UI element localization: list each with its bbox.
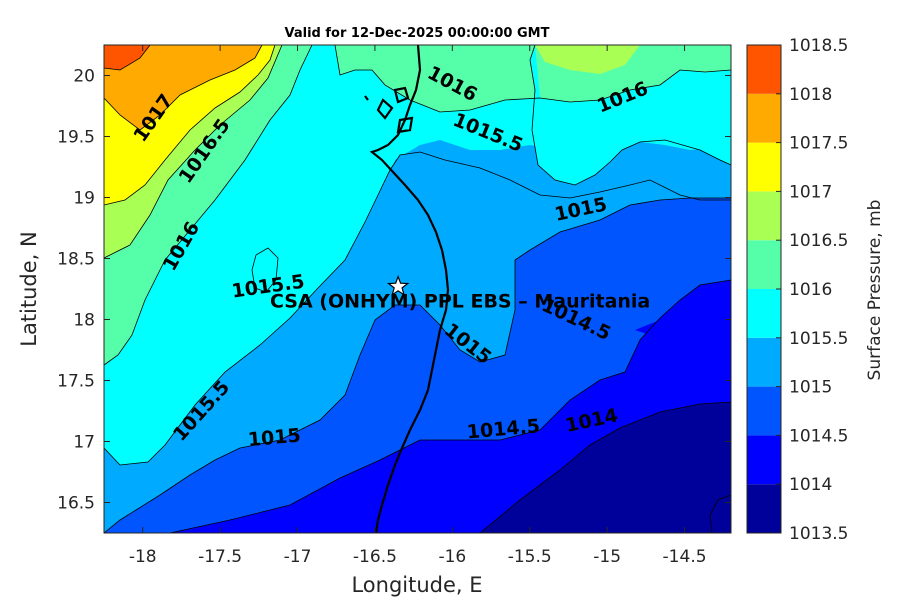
colorbar-tick-label: 1013.5 (789, 524, 848, 544)
band-1017-5 (104, 45, 262, 130)
colorbar-tick-label: 1016.5 (789, 231, 848, 251)
y-axis-ticks: 16.5 17 17.5 18 18.5 19 19.5 20 (57, 67, 731, 514)
x-tick-label: -15 (593, 547, 621, 567)
colorbar-segment (747, 191, 781, 241)
band-1016-5-upper (535, 45, 640, 74)
band-1013-5 (480, 402, 731, 533)
chart-title: Valid for 12-Dec-2025 00:00:00 GMT (285, 26, 550, 41)
colorbar-segment (747, 93, 781, 143)
band-1015-notch (365, 140, 731, 222)
x-tick-label: -14.5 (663, 547, 707, 567)
x-tick-label: -15.5 (508, 547, 552, 567)
site-name: CSA (ONHYM) PPL EBS – Mauritania (270, 291, 650, 313)
coastline-islands (364, 86, 414, 134)
band-1018 (104, 45, 150, 70)
colorbar-segment (747, 484, 781, 533)
y-tick-label: 18.5 (57, 250, 95, 270)
colorbar-label: Surface Pressure, mb (865, 200, 885, 381)
coastline (369, 45, 450, 533)
colorbar-segment (747, 45, 781, 94)
plot-frame (103, 44, 732, 534)
colorbar-segment (747, 337, 781, 387)
y-tick-label: 19.5 (57, 128, 95, 148)
isobars (104, 45, 731, 533)
y-tick-label: 20 (73, 67, 95, 87)
y-tick-label: 17 (73, 433, 95, 453)
band-1014-upper-right (635, 285, 731, 345)
band-1015-5-bubble (252, 248, 278, 292)
colorbar-tick-label: 1018.5 (789, 36, 848, 56)
plot-area (104, 45, 731, 533)
x-axis-label: Longitude, E (351, 573, 482, 597)
colorbar: 1013.5 1014 1014.5 1015 1015.5 1016 1016.5 1017… (746, 36, 848, 544)
y-axis-label: Latitude, N (17, 231, 41, 347)
colorbar-segment (747, 289, 781, 338)
colorbar-tick-label: 1016 (789, 280, 832, 300)
x-tick-label: -17.5 (198, 547, 242, 567)
colorbar-tick-label: 1014.5 (789, 426, 848, 446)
colorbar-tick-label: 1015.5 (789, 329, 848, 349)
colorbar-segment (747, 435, 781, 485)
y-tick-label: 17.5 (57, 372, 95, 392)
colorbar-tick-label: 1014 (789, 475, 832, 495)
y-tick-label: 19 (73, 189, 95, 209)
colorbar-segment (747, 240, 781, 289)
band-1015-5-island (530, 45, 731, 185)
x-tick-label: -18 (129, 547, 157, 567)
colorbar-segment (747, 142, 781, 192)
site-marker: CSA (ONHYM) PPL EBS – Mauritania (270, 274, 650, 313)
y-tick-label: 16.5 (57, 494, 95, 514)
x-tick-label: -17 (284, 547, 312, 567)
x-tick-label: -16 (438, 547, 466, 567)
colorbar-tick-label: 1017.5 (789, 134, 848, 154)
contour-label: 1015 (247, 425, 302, 452)
y-tick-label: 18 (73, 311, 95, 331)
colorbar-tick-label: 1015 (789, 378, 832, 398)
x-tick-label: -16.5 (353, 547, 397, 567)
colorbar-tick-label: 1018 (789, 85, 832, 105)
colorbar-segment (747, 386, 781, 436)
site-star-icon (386, 274, 410, 297)
colorbar-tick-label: 1017 (789, 182, 832, 202)
x-axis-ticks: -18 -17.5 -17 -16.5 -16 -15.5 -15 -14.5 (129, 45, 707, 567)
